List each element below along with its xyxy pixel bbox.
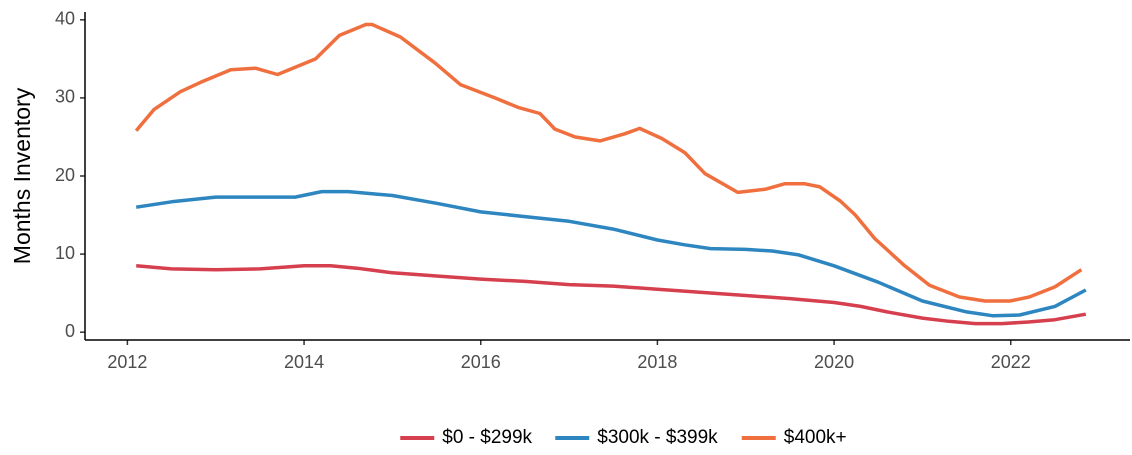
x-tick-label: 2018 (637, 352, 677, 372)
legend-label: $400k+ (784, 427, 847, 448)
x-tick-label: 2022 (991, 352, 1031, 372)
series-line (135, 189, 1087, 318)
x-tick-label: 2016 (461, 352, 501, 372)
x-tick-label: 2020 (814, 352, 854, 372)
series-line (134, 22, 1083, 303)
x-tick-label: 2014 (284, 352, 324, 372)
y-tick-label: 30 (55, 87, 75, 107)
y-axis-title: Months Inventory (9, 87, 35, 264)
y-tick-label: 0 (65, 321, 75, 341)
legend-label: $0 - $299k (442, 427, 532, 448)
legend-label: $300k - $399k (597, 427, 718, 448)
series-line (136, 264, 1087, 326)
y-tick-label: 40 (55, 9, 75, 29)
y-tick-label: 20 (55, 165, 75, 185)
x-tick-label: 2012 (107, 352, 147, 372)
y-tick-label: 10 (55, 243, 75, 263)
